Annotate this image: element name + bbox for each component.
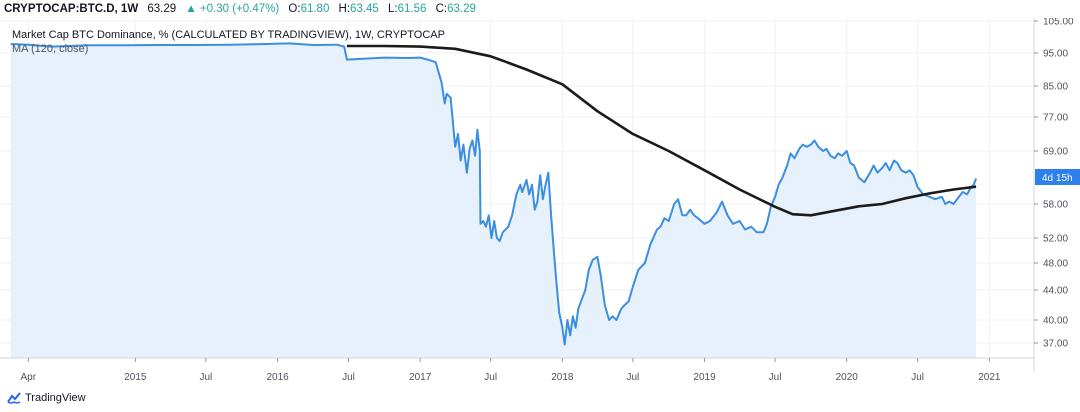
y-tick-label: 40.00: [1043, 316, 1068, 327]
x-tick-label: 2019: [693, 372, 716, 383]
x-tick-label: Jul: [626, 372, 639, 383]
x-tick-label: Apr: [20, 372, 36, 383]
open-label: O:: [288, 3, 301, 15]
footer-brand[interactable]: TradingView: [6, 392, 86, 404]
x-tick-label: 2017: [409, 372, 432, 383]
y-tick-label: 48.00: [1043, 259, 1068, 270]
y-tick-label: 52.00: [1043, 234, 1068, 245]
y-tick-label: 105.00: [1043, 18, 1074, 28]
low-label: L:: [388, 3, 398, 15]
price-badge-text: 4d 15h: [1042, 173, 1073, 184]
ma-title: MA (120, close): [12, 43, 89, 55]
x-tick-label: 2015: [124, 372, 147, 383]
x-tick-label: 2020: [836, 372, 859, 383]
x-tick-label: 2021: [978, 372, 1001, 383]
dominance-series-line[interactable]: [10, 42, 978, 346]
y-tick-label: 95.00: [1043, 49, 1068, 60]
chart-canvas[interactable]: Apr 2015 Jul 2016 Jul 2017 Jul 2018 Jul 2019 Jul 20…: [0, 18, 1080, 390]
high-label: H:: [338, 3, 351, 15]
brand-name: TradingView: [25, 392, 86, 404]
y-tick-label: 58.00: [1043, 200, 1068, 211]
dominance-area-fill: [10, 43, 977, 359]
last-price: 63.29: [147, 3, 177, 15]
y-tick-label: 69.00: [1043, 147, 1068, 158]
y-axis[interactable]: 37.00 40.00 44.00 48.00 52.00 58.00 69.00 77.00…: [1033, 18, 1074, 372]
close-value: 63.29: [447, 3, 476, 15]
x-tick-label: Jul: [769, 372, 782, 383]
y-tick-label: 44.00: [1043, 286, 1068, 297]
y-tick-label: 37.00: [1043, 339, 1068, 350]
price-change: ▲ +0.30 (+0.47%): [185, 3, 280, 15]
x-tick-label: 2016: [266, 372, 289, 383]
close-label: C:: [435, 3, 448, 15]
price-scale-badge: 4d 15h: [1035, 169, 1080, 185]
y-tick-label: 77.00: [1043, 113, 1068, 124]
chart-legend: Market Cap BTC Dominance, % (CALCULATED …: [12, 28, 445, 56]
symbol-name[interactable]: CRYPTOCAP:BTC.D, 1W: [4, 3, 139, 15]
ma-120-line[interactable]: [346, 44, 977, 217]
high-value: 63.45: [350, 3, 379, 15]
series-title: Market Cap BTC Dominance, % (CALCULATED …: [12, 29, 445, 41]
price-badge-bg: [1035, 169, 1080, 185]
tradingview-logo-icon: [7, 392, 21, 404]
low-value: 61.56: [397, 3, 427, 15]
x-tick-label: Jul: [342, 372, 355, 383]
x-axis: Apr 2015 Jul 2016 Jul 2017 Jul 2018 Jul 2019 Jul 20…: [0, 357, 1034, 383]
x-tick-label: 2018: [551, 372, 574, 383]
y-tick-label: 85.00: [1043, 82, 1068, 93]
x-tick-label: Jul: [200, 372, 213, 383]
symbol-header: CRYPTOCAP:BTC.D, 1W 63.29 ▲ +0.30 (+0.47…: [0, 0, 1080, 18]
x-tick-label: Jul: [484, 372, 497, 383]
x-tick-label: Jul: [911, 372, 924, 383]
open-value: 61.80: [300, 3, 330, 15]
